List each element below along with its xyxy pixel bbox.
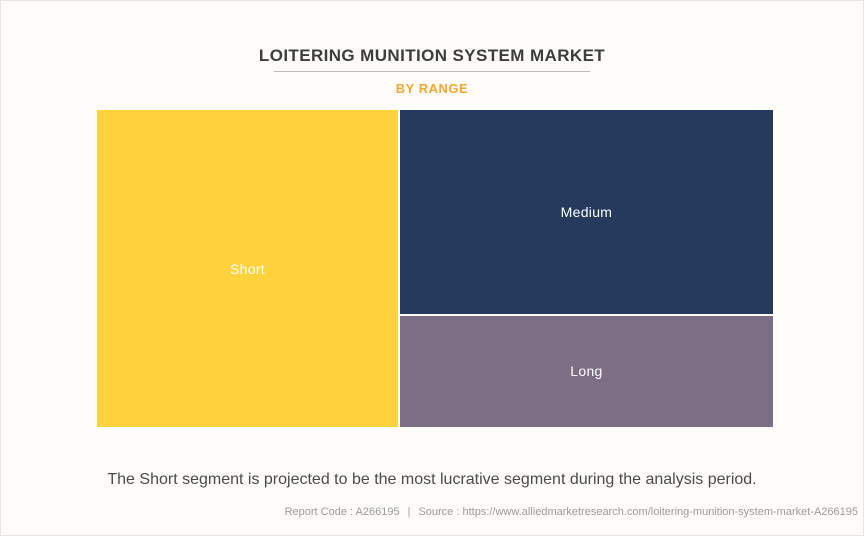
treemap-segment-short[interactable]: Short xyxy=(97,110,399,427)
segment-label: Medium xyxy=(560,203,613,220)
title-divider xyxy=(274,71,590,72)
treemap-segment-medium[interactable]: Medium xyxy=(399,110,773,314)
source-url: Source : https://www.alliedmarketresearc… xyxy=(418,506,858,518)
footer-line: Report Code : A266195 | Source : https://w… xyxy=(0,506,858,518)
page-subtitle: BY RANGE xyxy=(395,81,469,96)
treemap-chart: Short Medium Long xyxy=(97,110,773,427)
treemap-segment-long[interactable]: Long xyxy=(399,315,773,427)
segment-label: Short xyxy=(230,260,265,277)
page-title: LOITERING MUNITION SYSTEM MARKET xyxy=(258,46,606,65)
report-code: Report Code : A266195 xyxy=(284,506,400,518)
segment-label: Long xyxy=(570,363,603,380)
footer-separator: | xyxy=(407,506,411,518)
chart-caption: The Short segment is projected to be the… xyxy=(107,471,757,488)
